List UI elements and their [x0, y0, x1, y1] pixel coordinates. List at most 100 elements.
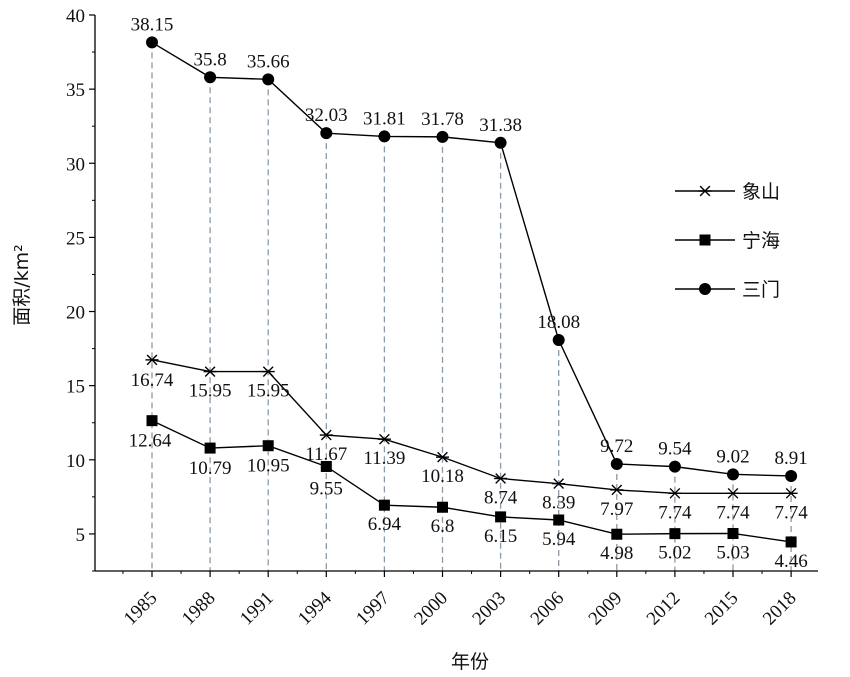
asterisk-stroke	[699, 185, 711, 197]
marker-circle-1988	[204, 71, 217, 84]
y-tick-label-35: 35	[66, 80, 85, 101]
y-tick-label-10: 10	[66, 451, 85, 472]
data-label-square-1988: 10.79	[189, 458, 232, 479]
marker-asterisk-1988	[203, 366, 217, 377]
data-label-asterisk-2006: 8.39	[542, 493, 575, 514]
x-tick-label-1988: 1988	[178, 588, 220, 630]
data-label-circle-1988: 35.8	[193, 49, 226, 70]
series-square	[146, 415, 797, 548]
marker-circle-1991	[262, 73, 275, 86]
data-label-circle-2000: 31.78	[421, 109, 464, 130]
legend-label-square: 宁海	[742, 230, 780, 252]
marker-asterisk-2018	[784, 487, 798, 499]
x-tick-label-1994: 1994	[294, 587, 336, 629]
x-tick-label-1985: 1985	[120, 588, 162, 630]
data-label-circle-1991: 35.66	[247, 51, 290, 72]
x-tick-label-2003: 2003	[468, 588, 510, 630]
marker-asterisk-2006	[552, 478, 566, 490]
marker-circle-2015	[727, 468, 739, 481]
data-label-square-2000: 6.8	[431, 516, 455, 537]
asterisk-stroke	[611, 484, 623, 496]
y-axis-title: 面积/km²	[11, 244, 33, 326]
asterisk-stroke	[437, 451, 448, 463]
x-tick-label-2006: 2006	[527, 588, 569, 630]
marker-circle-1985	[146, 36, 158, 49]
marker-square-2003	[495, 511, 507, 523]
x-axis-title: 年份	[451, 651, 489, 673]
data-label-square-2018: 4.46	[774, 551, 807, 572]
x-tick-label-1991: 1991	[236, 588, 278, 630]
legend-item-square: 宁海	[675, 230, 780, 252]
x-tick-label-2012: 2012	[643, 588, 685, 630]
marker-asterisk-2015	[726, 487, 740, 499]
data-label-circle-2009: 9.72	[600, 436, 633, 457]
marker-circle-2009	[610, 457, 623, 470]
x-tick-label-2018: 2018	[759, 588, 801, 630]
data-label-circle-2015: 9.02	[716, 446, 749, 467]
asterisk-stroke	[204, 366, 216, 377]
x-tick-label-2015: 2015	[701, 588, 743, 630]
data-label-asterisk-2012: 7.74	[658, 502, 692, 523]
marker-square-2000	[437, 501, 448, 513]
marker-circle-1997	[378, 130, 391, 143]
asterisk-stroke	[262, 366, 274, 377]
series-line-asterisk	[151, 359, 792, 495]
legend-marker-asterisk	[698, 185, 712, 197]
data-label-square-2009: 4.98	[600, 543, 633, 564]
legend-item-circle: 三门	[675, 279, 780, 301]
marker-circle-2003	[494, 136, 507, 149]
legend-label-circle: 三门	[742, 279, 780, 301]
marker-square-1991	[262, 440, 274, 452]
marker-square-1997	[378, 499, 390, 511]
series-asterisk	[145, 354, 798, 499]
marker-asterisk-2009	[610, 484, 624, 496]
marker-asterisk-1994	[319, 429, 333, 441]
legend-item-asterisk: 象山	[675, 181, 780, 203]
y-tick-label-30: 30	[66, 154, 85, 175]
data-label-circle-2018: 8.91	[774, 448, 807, 469]
marker-square-2018	[785, 536, 797, 548]
legend-marker-square	[699, 234, 711, 246]
asterisk-stroke	[320, 429, 332, 441]
data-label-asterisk-2015: 7.74	[716, 502, 750, 523]
data-label-asterisk-1991: 15.95	[247, 381, 290, 402]
asterisk-stroke	[379, 433, 390, 445]
marker-circle-2018	[785, 469, 798, 482]
asterisk-stroke	[553, 478, 565, 490]
series-line-square	[151, 420, 792, 543]
data-label-square-2006: 5.94	[542, 529, 576, 550]
x-tick-label-1997: 1997	[352, 588, 394, 630]
vertical-droplines	[151, 42, 792, 571]
marker-asterisk-2000	[436, 451, 449, 463]
data-label-asterisk-2018: 7.74	[774, 502, 808, 523]
data-labels: 16.74 15.95 15.95 11.67 11.39 10.18 8.74 8.39 7.…	[129, 14, 809, 572]
marker-square-2015	[727, 527, 739, 539]
data-label-circle-2003: 31.38	[479, 115, 522, 136]
marker-square-1994	[320, 460, 332, 472]
marker-square-2012	[669, 528, 681, 540]
y-tick-label-15: 15	[66, 377, 85, 398]
x-tick-label-2000: 2000	[410, 588, 452, 630]
data-label-square-2015: 5.03	[716, 542, 749, 563]
asterisk-stroke	[146, 354, 158, 366]
marker-square-1985	[146, 415, 158, 427]
series-line-circle	[151, 41, 792, 477]
y-tick-label-25: 25	[66, 228, 85, 249]
data-label-asterisk-2009: 7.97	[600, 499, 633, 520]
data-label-asterisk-2000: 10.18	[421, 466, 464, 487]
marker-circle-2000	[436, 130, 449, 143]
data-label-asterisk-1994: 11.67	[305, 444, 347, 465]
legend-marker-circle	[699, 283, 711, 295]
data-label-square-1994: 9.55	[310, 478, 343, 499]
marker-square-2009	[611, 528, 623, 540]
marker-square-2006	[553, 514, 565, 526]
asterisk-stroke	[727, 487, 739, 499]
marker-square-1988	[204, 442, 216, 454]
x-tick-label-2009: 2009	[585, 588, 627, 630]
asterisk-stroke	[785, 487, 797, 499]
data-label-square-1991: 10.95	[247, 456, 290, 477]
marker-circle-2012	[668, 460, 681, 473]
series-group	[145, 36, 798, 548]
